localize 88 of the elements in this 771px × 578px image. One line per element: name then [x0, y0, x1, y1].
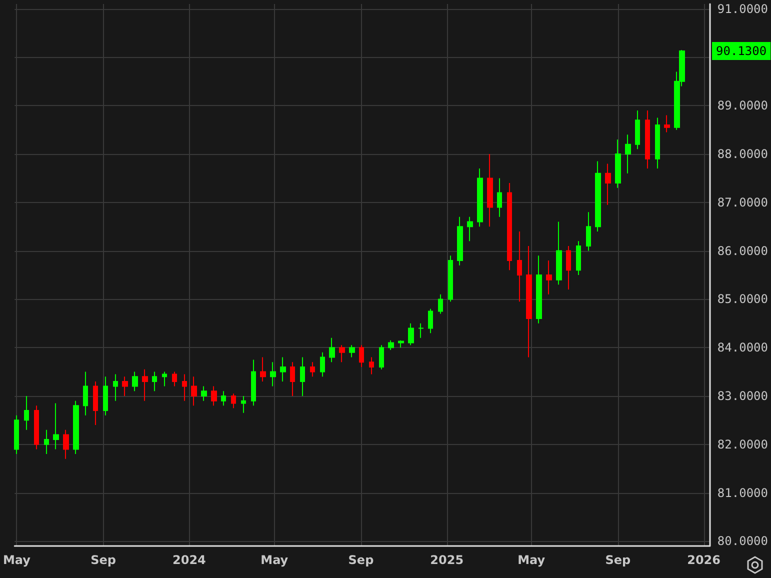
candlestick	[63, 429, 69, 460]
candlestick	[221, 390, 226, 406]
candlestick	[586, 212, 591, 252]
candlestick	[310, 362, 315, 378]
y-tick-label: 80.0000	[717, 534, 768, 548]
x-tick-label: Sep	[348, 553, 374, 567]
candlestick	[369, 356, 374, 375]
candlestick	[231, 393, 236, 409]
candlestick	[53, 402, 59, 450]
candlestick	[556, 221, 562, 286]
candlestick	[191, 376, 197, 406]
candlestick	[24, 395, 29, 430]
candlestick	[477, 168, 483, 228]
candlestick	[438, 294, 443, 314]
candlestick	[359, 344, 364, 368]
candlestick	[132, 371, 138, 392]
candlestick	[379, 344, 384, 370]
candlestick	[487, 154, 493, 228]
candlestick	[44, 429, 49, 455]
candlestick	[635, 110, 640, 150]
candlestick	[14, 414, 19, 455]
candlestick	[280, 356, 286, 382]
candlestick	[34, 405, 39, 450]
candlestick	[497, 178, 502, 218]
candlestick	[576, 240, 581, 276]
candlestick	[201, 386, 207, 402]
candlestick	[73, 400, 79, 455]
candlestick	[93, 380, 98, 426]
y-tick-label: 82.0000	[717, 437, 768, 452]
candlestick	[290, 362, 295, 396]
x-tick-label: May	[518, 553, 546, 567]
y-tick-label: 83.0000	[717, 388, 768, 403]
candlestick	[517, 230, 522, 302]
candlestick	[241, 395, 246, 414]
x-tick-label: 2025	[430, 553, 464, 567]
candlestick	[605, 163, 611, 206]
candlestick	[448, 255, 453, 302]
candlestick	[625, 134, 631, 174]
candlestick	[408, 322, 414, 346]
candlestick	[113, 374, 118, 402]
candlestick	[615, 139, 621, 188]
candlestick	[103, 376, 108, 416]
candlestick	[122, 376, 128, 396]
y-tick-label: 86.0000	[717, 244, 768, 258]
candlestick	[536, 255, 542, 324]
y-tick-label: 87.0000	[717, 195, 768, 210]
x-tick-label: 2024	[172, 553, 206, 567]
candlestick	[300, 356, 305, 396]
y-tick-label: 81.0000	[717, 486, 768, 500]
candlestick	[428, 308, 433, 334]
candlestick	[398, 340, 404, 348]
candlestick	[339, 344, 345, 363]
candlestick	[152, 371, 157, 392]
candlestick	[260, 356, 266, 382]
candlestick	[467, 216, 473, 242]
y-tick-label: 89.0000	[717, 98, 768, 113]
candlestick	[182, 374, 187, 402]
candlestick	[270, 362, 276, 387]
candlestick	[457, 216, 463, 266]
x-tick-label: Sep	[90, 553, 116, 567]
candlestick	[83, 371, 88, 416]
candlestick	[664, 114, 670, 133]
candlestick	[211, 386, 217, 406]
candlestick	[349, 344, 355, 358]
y-tick-label: 88.0000	[717, 147, 768, 162]
y-tick-label: 85.0000	[717, 292, 768, 306]
candlestick	[526, 245, 532, 358]
candlestick	[418, 322, 424, 338]
x-tick-label: May	[2, 553, 31, 567]
candlestick	[172, 371, 177, 387]
candlestick	[595, 160, 601, 232]
candlestick	[546, 260, 552, 295]
candlestick	[655, 117, 660, 170]
candlestick	[320, 352, 325, 378]
text: 90.1300	[716, 44, 767, 58]
candlestick	[142, 368, 148, 402]
y-tick-label: 84.0000	[717, 340, 768, 355]
candlestick	[162, 371, 167, 387]
candlestick	[251, 359, 256, 406]
x-tick-label: May	[260, 553, 288, 567]
candlestick	[388, 340, 394, 351]
candlestick	[329, 337, 335, 363]
candlestick	[507, 182, 512, 271]
x-tick-label: Sep	[605, 553, 632, 567]
candlestick	[645, 110, 650, 170]
candlestick	[566, 245, 571, 290]
y-tick-label: 91.0000	[717, 2, 768, 16]
x-tick-label: 2026	[687, 553, 720, 567]
